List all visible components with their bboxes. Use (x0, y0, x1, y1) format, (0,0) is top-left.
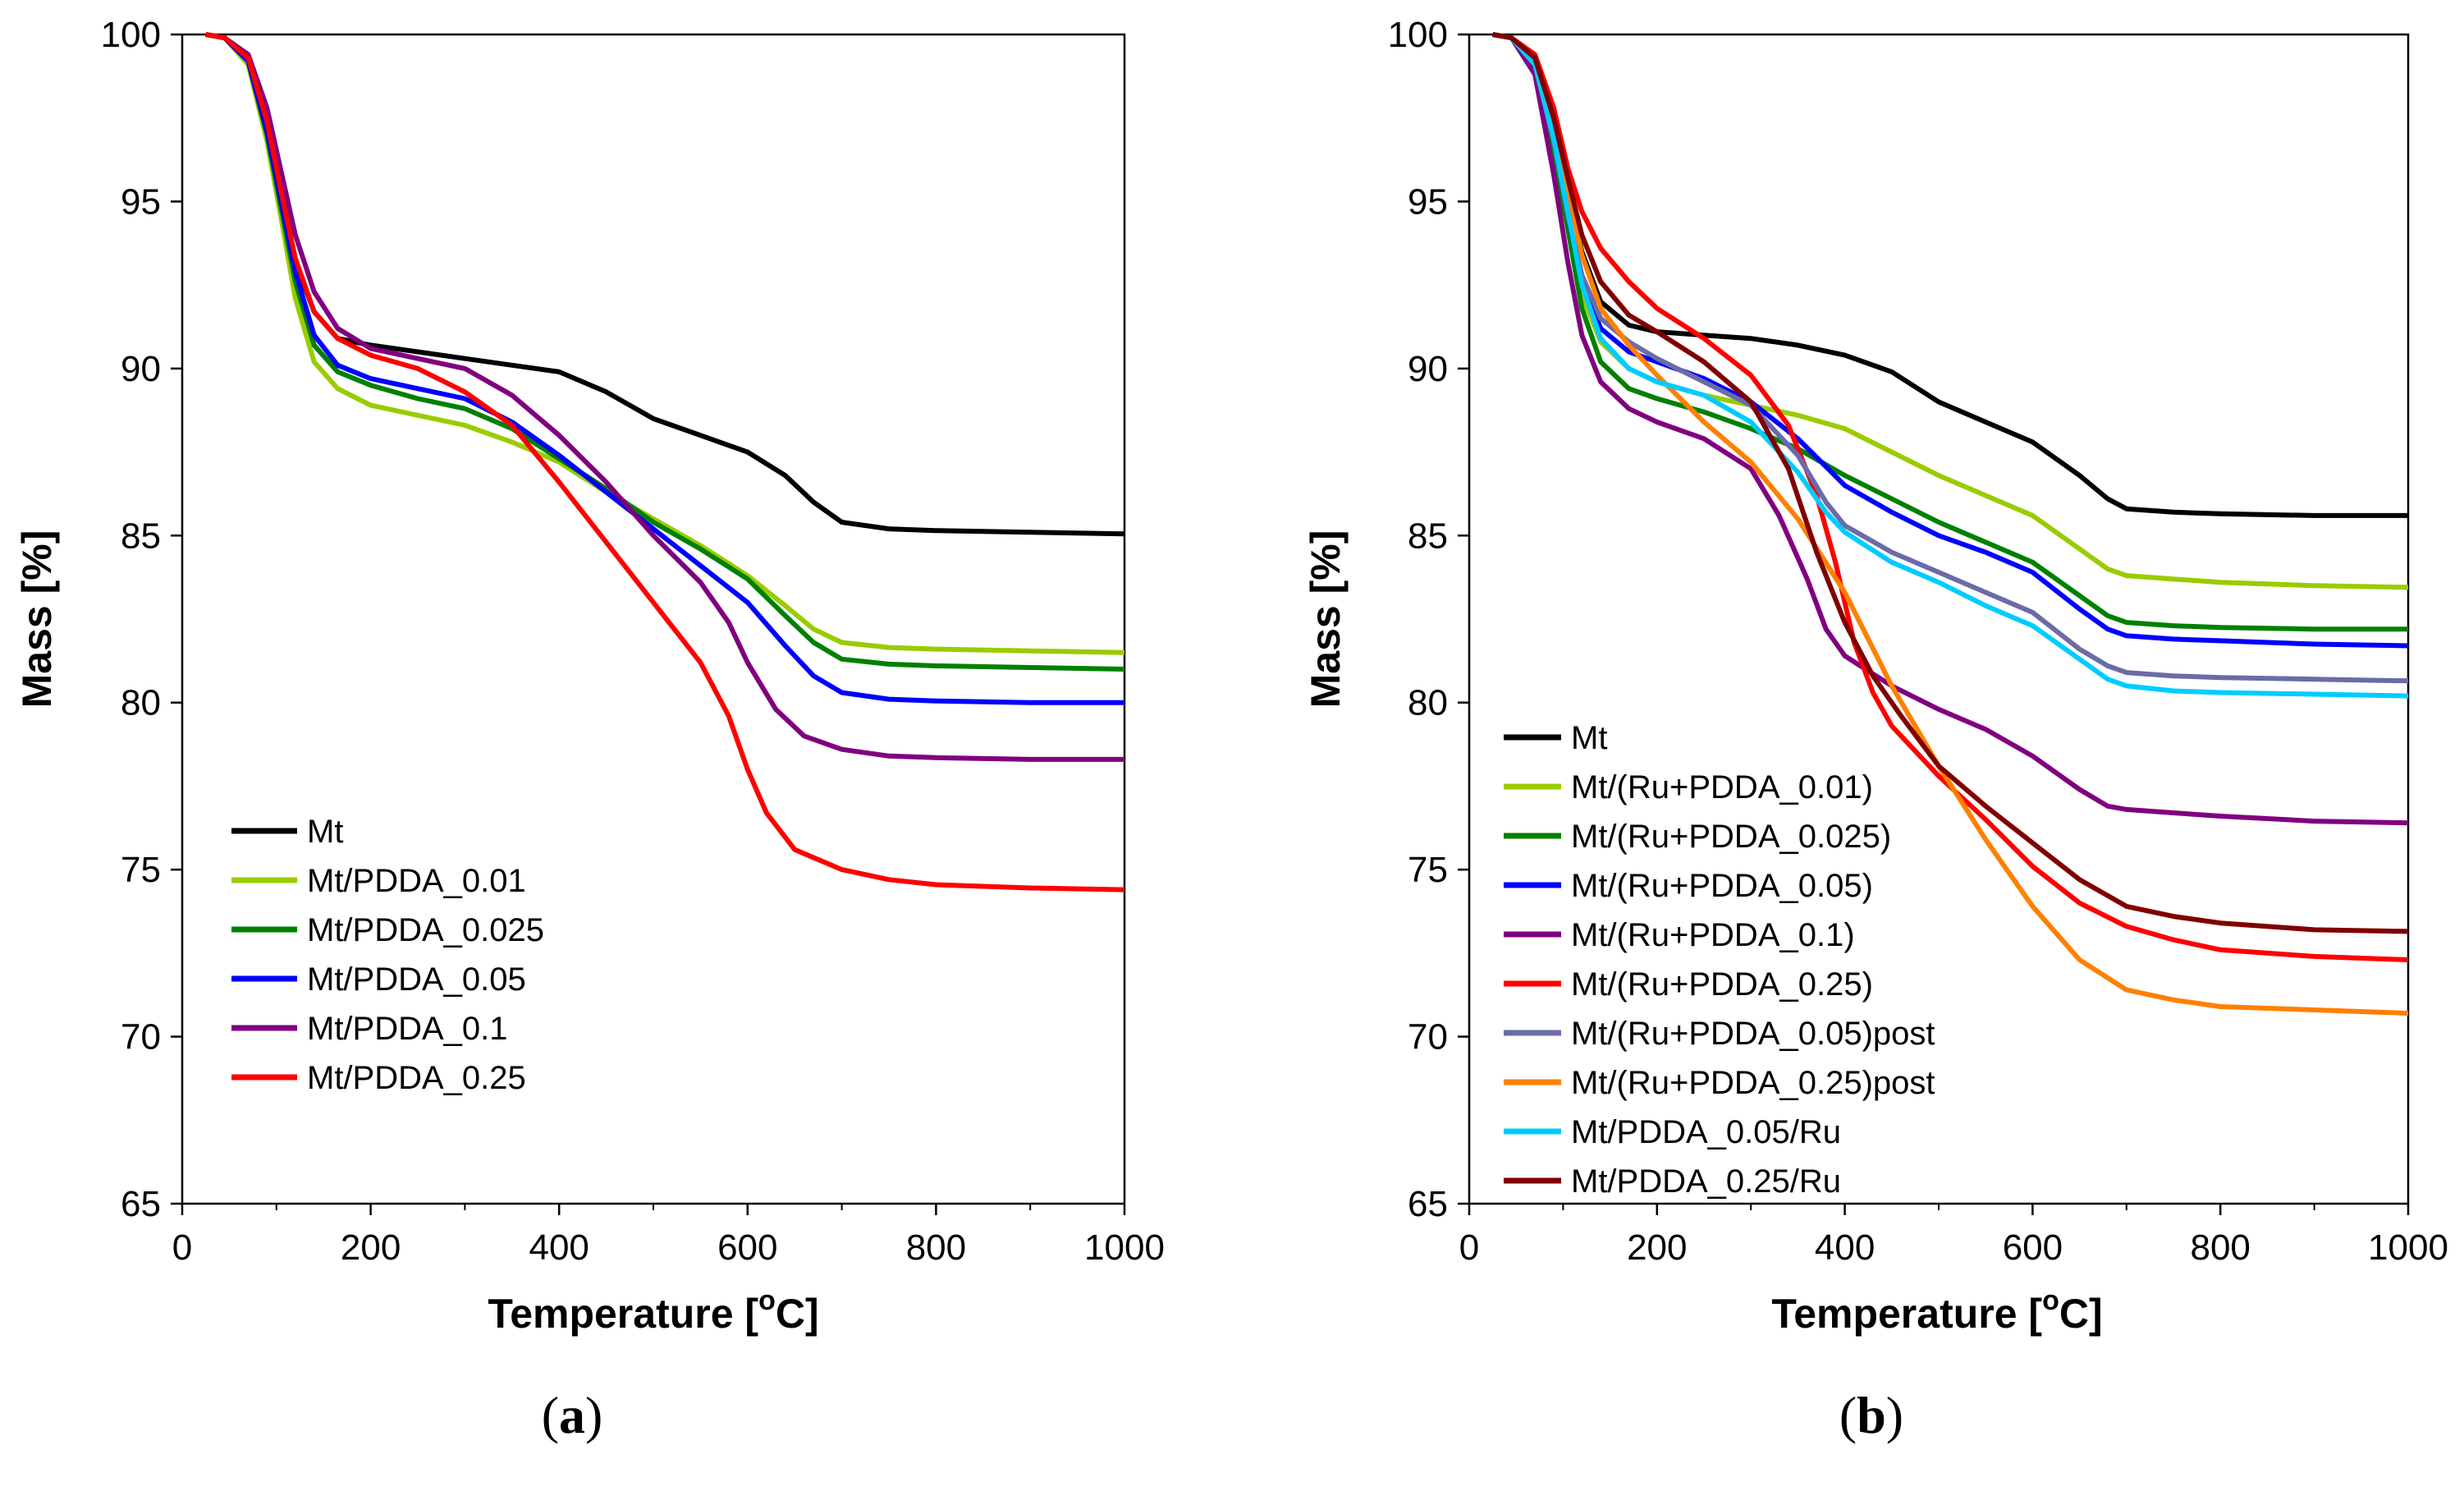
y-tick-label: 90 (121, 349, 161, 389)
series-group (205, 32, 1125, 892)
legend-label-2: Mt/(Ru+PDDA_0.025) (1571, 819, 1891, 855)
x-tick-label: 600 (717, 1227, 777, 1268)
y-tick-label: 75 (1408, 850, 1448, 890)
series-line-4 (1492, 32, 2409, 826)
legend-label-4: Mt/PDDA_0.1 (307, 1011, 508, 1047)
y-tick-label: 95 (121, 181, 161, 222)
y-tick-label: 70 (1408, 1017, 1448, 1058)
legend-label-0: Mt (307, 814, 343, 850)
x-tick-label: 1000 (1084, 1227, 1165, 1268)
legend-label-0: Mt (1571, 720, 1607, 756)
series-line-5 (1492, 32, 2409, 962)
x-tick-label: 0 (172, 1227, 192, 1268)
series-line-0 (205, 32, 1125, 537)
y-tick-label: 100 (1388, 15, 1448, 55)
y-tick-label: 80 (121, 683, 161, 723)
series-line-3 (205, 32, 1124, 705)
legend-label-4: Mt/(Ru+PDDA_0.1) (1571, 917, 1855, 953)
x-axis-title: Temperature [oC] (488, 1285, 818, 1337)
series-line-8 (1492, 32, 2409, 699)
legend-label-2: Mt/PDDA_0.025 (307, 912, 544, 948)
panel-caption: (a) (542, 1386, 603, 1444)
y-tick-label: 80 (1408, 683, 1448, 723)
series-line-9 (1492, 32, 2409, 934)
series-group (1492, 32, 2409, 1016)
x-tick-label: 0 (1459, 1227, 1479, 1268)
series-line-1 (1492, 32, 2409, 590)
legend-label-5: Mt/(Ru+PDDA_0.25) (1571, 966, 1873, 1003)
legend-label-3: Mt/(Ru+PDDA_0.05) (1571, 868, 1873, 904)
y-tick-label: 65 (1408, 1184, 1448, 1224)
y-axis-title: Mass [%] (14, 530, 60, 709)
x-tick-label: 400 (529, 1227, 589, 1268)
y-tick-label: 70 (121, 1017, 161, 1058)
y-tick-label: 85 (121, 516, 161, 556)
y-tick-label: 95 (1408, 181, 1448, 222)
y-axis-title: Mass [%] (1303, 530, 1349, 709)
legend-label-3: Mt/PDDA_0.05 (307, 961, 526, 998)
y-tick-label: 85 (1408, 516, 1448, 556)
x-tick-label: 200 (1627, 1227, 1687, 1268)
x-tick-label: 800 (906, 1227, 966, 1268)
y-tick-label: 90 (1408, 349, 1448, 389)
legend-label-1: Mt/PDDA_0.01 (307, 863, 526, 899)
series-line-4 (205, 32, 1124, 762)
chart-panel-a: 0 200 400 600 800 1000 65 70 75 80 85 90 95 100 Temper… (14, 15, 1165, 1444)
legend-label-8: Mt/PDDA_0.05/Ru (1571, 1114, 1841, 1150)
x-tick-label: 400 (1815, 1227, 1875, 1268)
chart-panel-b: 0 200 400 600 800 1000 65 70 75 80 85 90 95 100 Temper… (1303, 15, 2448, 1444)
legend-label-9: Mt/PDDA_0.25/Ru (1571, 1163, 1841, 1200)
x-tick-label: 600 (2003, 1227, 2063, 1268)
series-line-5 (205, 32, 1125, 892)
legend: Mt Mt/(Ru+PDDA_0.01) Mt/(Ru+PDDA_0.025) Mt/… (1504, 720, 1935, 1200)
series-line-2 (205, 32, 1125, 672)
panel-caption: (b) (1839, 1386, 1903, 1444)
x-axis-title: Temperature [oC] (1771, 1285, 2102, 1337)
legend-label-1: Mt/(Ru+PDDA_0.01) (1571, 769, 1873, 805)
series-line-0 (1492, 32, 2408, 518)
x-tick-label: 200 (341, 1227, 401, 1268)
series-line-7 (1492, 32, 2409, 1016)
x-tick-label: 800 (2190, 1227, 2250, 1268)
legend-label-7: Mt/(Ru+PDDA_0.25)post (1571, 1065, 1935, 1101)
y-tick-label: 100 (101, 15, 161, 55)
legend-label-6: Mt/(Ru+PDDA_0.05)post (1571, 1016, 1935, 1052)
x-tick-label: 1000 (2368, 1227, 2448, 1268)
y-tick-label: 65 (121, 1184, 161, 1224)
y-tick-label: 75 (121, 850, 161, 890)
legend-label-5: Mt/PDDA_0.25 (307, 1060, 526, 1096)
legend: Mt Mt/PDDA_0.01 Mt/PDDA_0.025 Mt/PDDA_0.05 M… (231, 814, 544, 1096)
